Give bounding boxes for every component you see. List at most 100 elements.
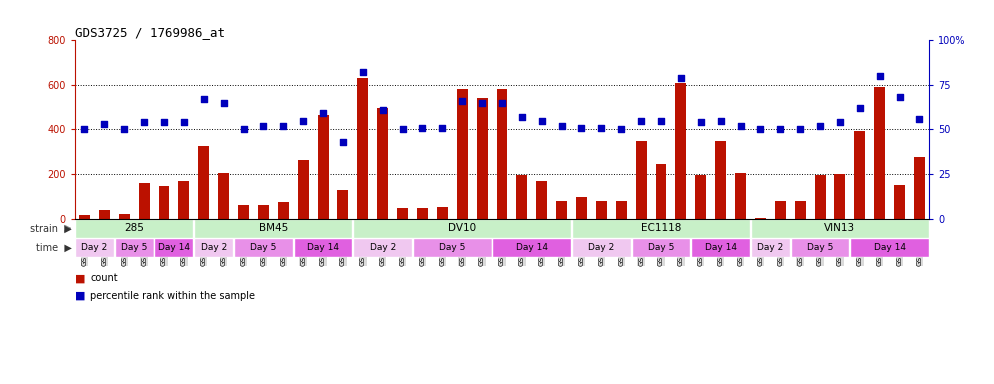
Bar <box>616 201 627 218</box>
Text: Day 5: Day 5 <box>439 243 465 252</box>
Text: Day 5: Day 5 <box>121 243 147 252</box>
Point <box>693 119 709 126</box>
Point <box>613 126 629 132</box>
Bar <box>477 98 488 218</box>
Point <box>494 100 510 106</box>
Text: EC1118: EC1118 <box>641 223 681 233</box>
Bar <box>815 175 826 218</box>
Text: Day 2: Day 2 <box>588 243 614 252</box>
Bar <box>413 238 492 257</box>
Point <box>395 126 411 132</box>
Bar <box>914 157 925 218</box>
Bar <box>736 173 746 218</box>
Text: time  ▶: time ▶ <box>36 243 72 253</box>
Text: count: count <box>90 273 118 283</box>
Point <box>872 73 888 79</box>
Point <box>514 114 530 120</box>
Bar <box>492 238 572 257</box>
Bar <box>99 210 109 218</box>
Point <box>275 123 291 129</box>
Bar <box>378 108 389 218</box>
Bar <box>631 238 691 257</box>
Text: Day 14: Day 14 <box>158 243 190 252</box>
Point <box>216 100 232 106</box>
Bar <box>875 87 886 218</box>
Point <box>295 118 311 124</box>
Text: Day 14: Day 14 <box>705 243 737 252</box>
Point <box>196 96 212 102</box>
Bar <box>795 201 806 218</box>
Text: Day 2: Day 2 <box>82 243 107 252</box>
Bar <box>154 238 194 257</box>
Text: Day 14: Day 14 <box>874 243 906 252</box>
Bar <box>517 175 528 218</box>
Point <box>375 107 391 113</box>
Point <box>673 75 689 81</box>
Bar <box>750 238 790 257</box>
Bar <box>258 205 268 218</box>
Point <box>96 121 112 127</box>
Point <box>454 98 470 104</box>
Text: VIN13: VIN13 <box>824 223 856 233</box>
Bar <box>437 207 448 218</box>
Bar <box>75 219 194 238</box>
Bar <box>159 185 169 218</box>
Bar <box>194 219 353 238</box>
Bar <box>278 202 289 218</box>
Bar <box>596 201 606 218</box>
Bar <box>572 219 750 238</box>
Bar <box>676 83 687 218</box>
Bar <box>398 208 409 218</box>
Point <box>335 139 351 145</box>
Bar <box>895 185 906 218</box>
Point <box>255 123 271 129</box>
Text: ■: ■ <box>75 291 85 301</box>
Bar <box>318 115 329 218</box>
Text: GDS3725 / 1769986_at: GDS3725 / 1769986_at <box>75 26 225 39</box>
Point <box>116 126 132 132</box>
Bar <box>353 238 413 257</box>
Bar <box>353 219 572 238</box>
Bar <box>656 164 667 218</box>
Text: Day 2: Day 2 <box>757 243 783 252</box>
Bar <box>497 89 508 218</box>
Bar <box>850 238 929 257</box>
Bar <box>750 219 929 238</box>
Bar <box>835 174 846 218</box>
Bar <box>293 238 353 257</box>
Bar <box>179 181 189 218</box>
Point <box>752 126 768 132</box>
Point <box>414 125 430 131</box>
Bar <box>572 238 631 257</box>
Text: percentile rank within the sample: percentile rank within the sample <box>90 291 255 301</box>
Bar <box>139 183 150 218</box>
Text: Day 14: Day 14 <box>516 243 548 252</box>
Bar <box>716 141 727 218</box>
Point <box>554 123 570 129</box>
Bar <box>855 131 866 218</box>
Text: Day 5: Day 5 <box>648 243 674 252</box>
Bar <box>775 201 786 218</box>
Text: strain  ▶: strain ▶ <box>30 223 72 233</box>
Point <box>733 123 748 129</box>
Point <box>434 125 450 131</box>
Point <box>136 119 152 126</box>
Point <box>911 116 927 122</box>
Point <box>892 94 908 101</box>
Text: DV10: DV10 <box>448 223 476 233</box>
Point <box>593 125 609 131</box>
Bar <box>358 78 369 218</box>
Bar <box>80 215 89 218</box>
Text: Day 5: Day 5 <box>250 243 276 252</box>
Text: 285: 285 <box>124 223 144 233</box>
Bar <box>755 217 766 218</box>
Bar <box>119 214 130 218</box>
Point <box>633 118 649 124</box>
Bar <box>636 141 647 218</box>
Bar <box>75 238 114 257</box>
Bar <box>219 173 229 218</box>
Point <box>474 100 490 106</box>
Point <box>176 119 192 126</box>
Bar <box>691 238 750 257</box>
Point <box>315 110 331 116</box>
